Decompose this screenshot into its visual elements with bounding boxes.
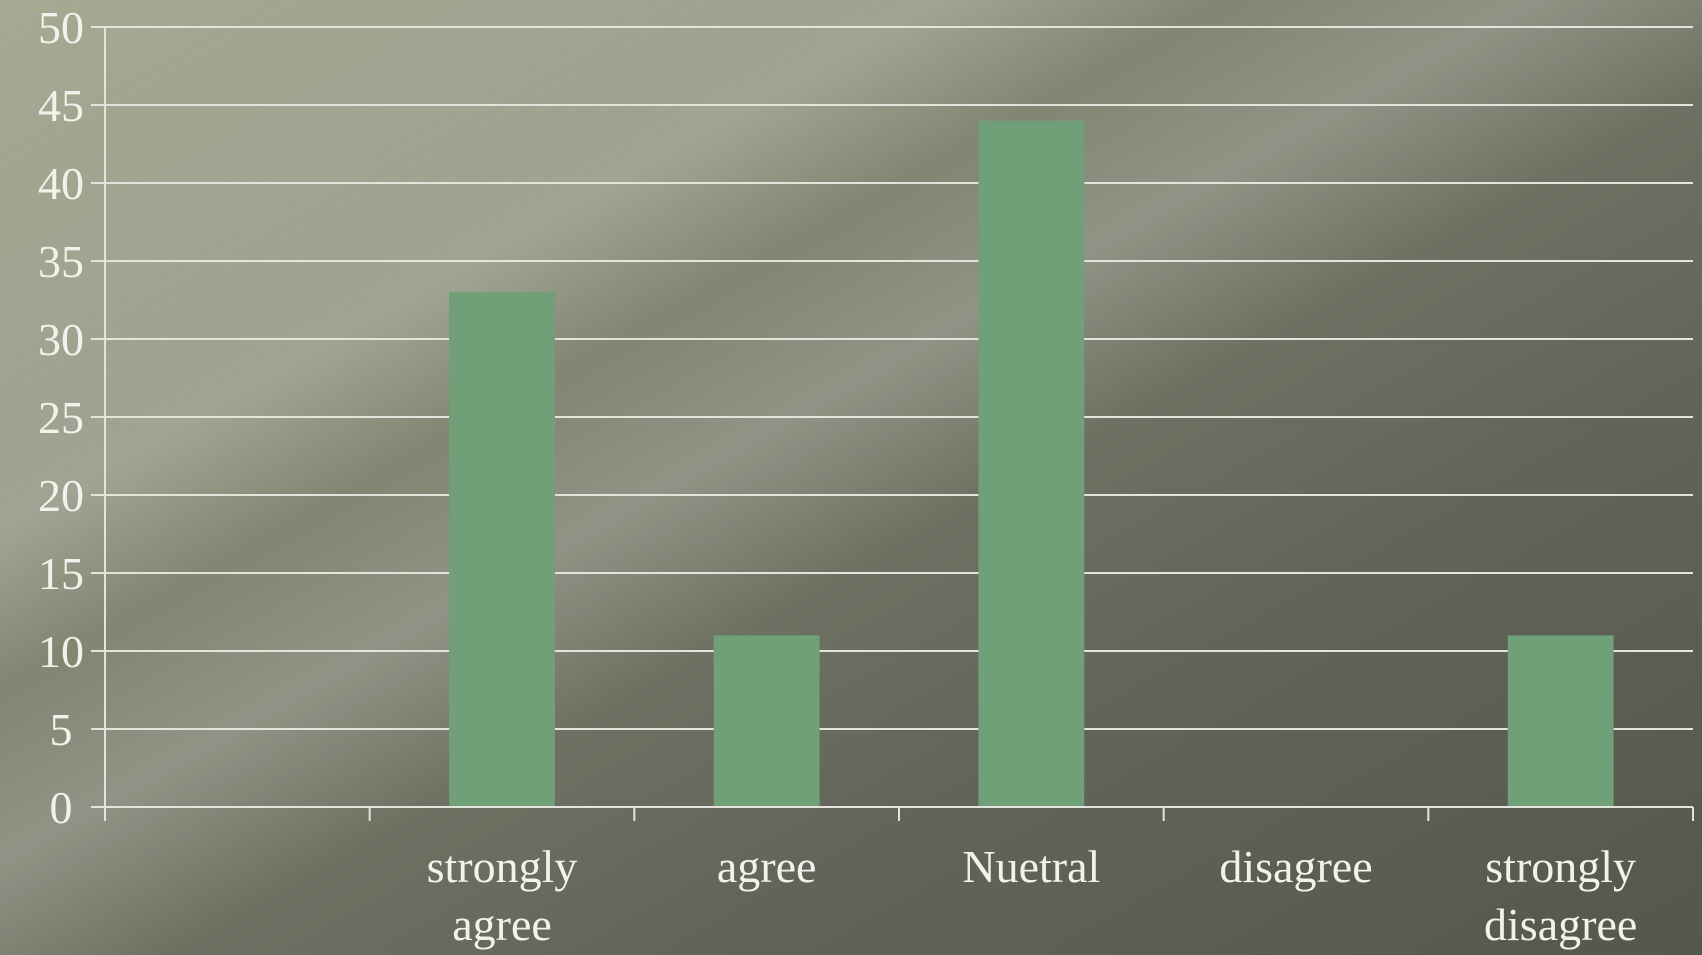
- bar: [449, 292, 555, 807]
- y-tick-label: 0: [50, 782, 73, 833]
- x-category-label: agree: [717, 841, 817, 892]
- y-tick-label: 30: [38, 314, 84, 365]
- axes: [91, 26, 1694, 821]
- y-tick-labels: 0 5 10 15 20 25 30 35 40 45 50: [38, 2, 84, 833]
- y-tick-label: 20: [38, 470, 84, 521]
- x-category-labels: strongly agree agree Nuetral disagree strongl…: [427, 841, 1638, 950]
- x-category-label: strongly disagree: [1484, 841, 1637, 950]
- bar: [713, 635, 820, 807]
- bar: [1507, 635, 1614, 807]
- bars: [449, 120, 1614, 808]
- x-category-label: strongly agree: [427, 841, 578, 950]
- y-tick-label: 10: [38, 626, 84, 677]
- bar: [978, 120, 1085, 808]
- y-tick-label: 35: [38, 236, 84, 287]
- y-tick-label: 25: [38, 392, 84, 443]
- y-tick-label: 15: [38, 548, 84, 599]
- y-tick-label: 45: [38, 80, 84, 131]
- x-category-label: Nuetral: [962, 841, 1100, 892]
- x-category-label: disagree: [1219, 841, 1372, 892]
- y-tick-label: 50: [38, 2, 84, 53]
- y-tick-label: 5: [50, 704, 73, 755]
- gridlines: [105, 26, 1693, 730]
- y-tick-label: 40: [38, 158, 84, 209]
